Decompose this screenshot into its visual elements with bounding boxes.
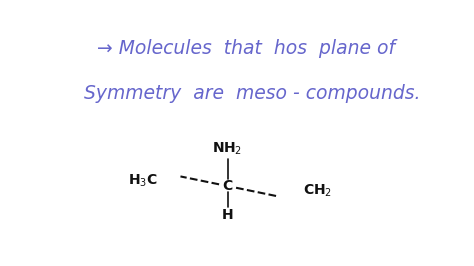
Text: C: C [222, 179, 233, 193]
Text: H: H [222, 207, 233, 222]
Text: NH$_2$: NH$_2$ [212, 141, 243, 157]
Text: H$_3$C: H$_3$C [128, 172, 158, 189]
Text: → Molecules  that  hos  plane of: → Molecules that hos plane of [97, 39, 395, 58]
Text: Symmetry  are  meso - compounds.: Symmetry are meso - compounds. [72, 84, 420, 103]
Text: CH$_2$: CH$_2$ [302, 183, 332, 199]
